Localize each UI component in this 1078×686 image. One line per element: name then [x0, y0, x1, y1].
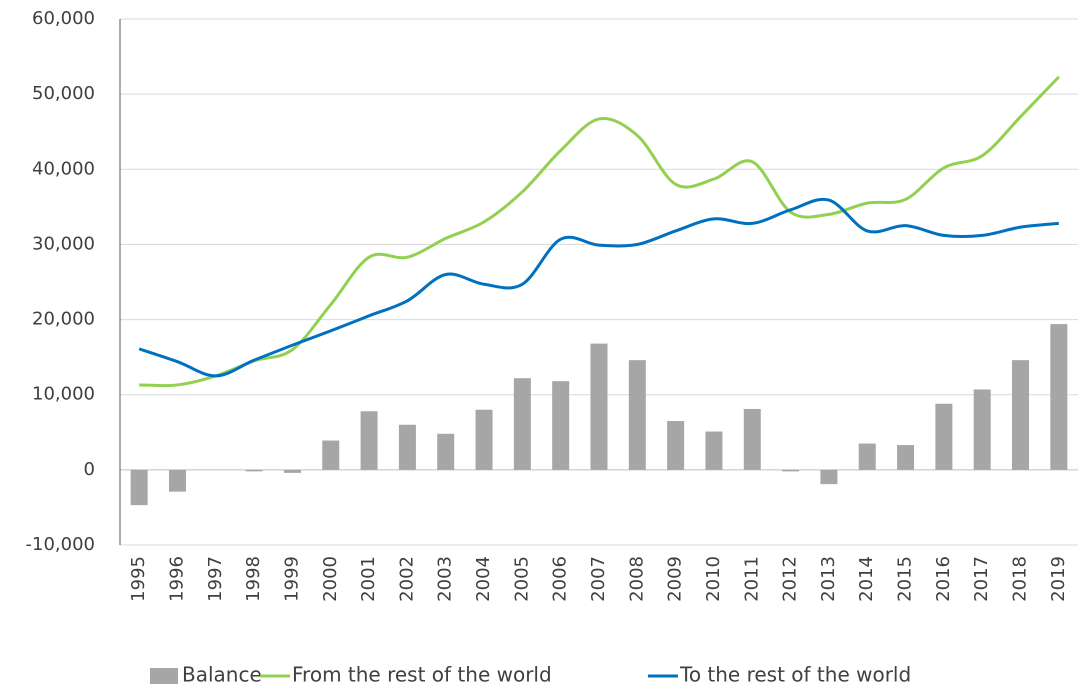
x-tick-label: 2016 — [933, 556, 954, 602]
bar — [935, 403, 953, 470]
x-tick-label: 2005 — [511, 556, 532, 602]
y-tick-label: 50,000 — [32, 83, 95, 104]
y-tick-label: 0 — [84, 459, 95, 480]
legend-label: To the rest of the world — [679, 663, 911, 686]
bar — [1050, 324, 1068, 470]
x-tick-label: 2008 — [626, 556, 647, 602]
bar — [168, 469, 186, 492]
y-tick-label: 30,000 — [32, 233, 95, 254]
x-tick-label: 2014 — [856, 556, 877, 602]
y-tick-label: 10,000 — [32, 384, 95, 405]
bar — [437, 433, 455, 470]
x-tick-label: 2011 — [741, 556, 762, 602]
legend-swatch — [150, 668, 178, 684]
bar — [283, 469, 301, 473]
bar — [245, 469, 263, 472]
y-tick-label: 60,000 — [32, 8, 95, 29]
x-tick-label: 2000 — [320, 556, 341, 602]
bar — [743, 408, 761, 470]
x-tick-label: 2012 — [780, 556, 801, 602]
bar — [130, 469, 148, 506]
x-tick-label: 2010 — [703, 556, 724, 602]
bar — [897, 445, 915, 470]
y-tick-label: 40,000 — [32, 158, 95, 179]
x-tick-label: 2018 — [1010, 556, 1031, 602]
x-tick-label: 2013 — [818, 556, 839, 602]
legend-label: From the rest of the world — [292, 663, 552, 686]
x-tick-label: 2003 — [435, 556, 456, 602]
x-tick-label: 2004 — [473, 556, 494, 602]
bar — [1012, 360, 1030, 470]
bar — [782, 469, 800, 472]
legend-label: Balance — [182, 663, 262, 686]
bar — [513, 378, 531, 470]
bar — [360, 411, 378, 470]
x-tick-label: 1999 — [281, 556, 302, 602]
bar — [398, 424, 416, 470]
bar — [705, 431, 723, 470]
bar — [475, 409, 493, 470]
bar — [858, 443, 876, 470]
x-tick-label: 2009 — [665, 556, 686, 602]
x-tick-label: 2001 — [358, 556, 379, 602]
x-tick-label: 2002 — [396, 556, 417, 602]
line — [138, 197, 1059, 378]
y-tick-label: 20,000 — [32, 309, 95, 330]
x-tick-label: 2015 — [895, 556, 916, 602]
bar — [667, 421, 685, 470]
y-tick-label: -10,000 — [26, 534, 95, 555]
x-tick-label: 2007 — [588, 556, 609, 602]
x-tick-label: 2019 — [1048, 556, 1069, 602]
x-tick-label: 1996 — [166, 556, 187, 602]
x-tick-label: 1998 — [243, 556, 264, 602]
line — [139, 75, 1060, 388]
bar — [820, 469, 838, 485]
bar — [322, 440, 340, 470]
x-tick-label: 2017 — [971, 556, 992, 602]
bar — [552, 381, 570, 470]
x-tick-label: 1997 — [205, 556, 226, 602]
bar — [590, 343, 608, 470]
x-tick-label: 2006 — [550, 556, 571, 602]
bar — [973, 389, 991, 470]
bar — [628, 360, 646, 470]
x-tick-label: 1995 — [128, 556, 149, 602]
